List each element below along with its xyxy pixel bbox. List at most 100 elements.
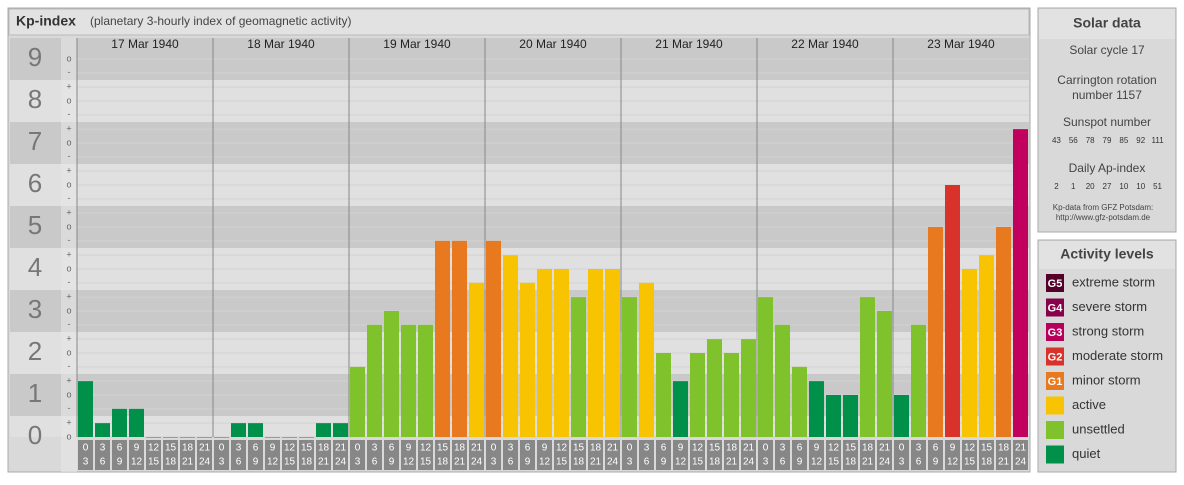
hour-label: 6 [525,443,531,454]
bar [656,353,671,437]
minor-tick-label: + [66,166,71,176]
date-label: 20 Mar 1940 [519,37,587,51]
hour-box [843,440,858,470]
hour-label: 21 [743,443,755,454]
hour-box [435,440,450,470]
minor-tick-label: o [66,53,71,63]
hour-box [486,440,501,470]
subtitle: (planetary 3-hourly index of geomagnetic… [90,14,351,28]
bar [622,297,637,437]
hour-box [775,440,790,470]
minor-tick-label: + [66,208,71,218]
hour-box [248,440,263,470]
sunspot-value: 79 [1103,136,1112,145]
hour-label: 12 [947,457,959,468]
bar [1013,129,1028,437]
bar [741,339,756,437]
hour-label: 9 [134,443,140,454]
hour-label: 12 [539,457,551,468]
hour-box [690,440,705,470]
bar [214,437,229,438]
hour-box [554,440,569,470]
minor-tick-label: + [66,124,71,134]
hour-label: 6 [389,443,395,454]
hour-label: 21 [879,443,891,454]
hour-label: 18 [590,443,602,454]
hour-label: 6 [797,443,803,454]
hour-box [197,440,212,470]
bar [282,437,297,438]
solar-cycle: Solar cycle 17 [1069,43,1145,57]
bar [129,408,144,437]
hour-label: 9 [525,457,531,468]
legend-badge: G4 [1048,302,1064,314]
ap-value: 27 [1103,182,1112,191]
title-bar [8,8,1030,36]
ap-title: Daily Ap-index [1069,161,1146,175]
hour-box [928,440,943,470]
hour-label: 3 [219,457,225,468]
hour-label: 6 [117,443,123,454]
hour-label: 6 [933,443,939,454]
hour-label: 15 [692,457,704,468]
bar [945,185,960,437]
bar [248,423,263,437]
hour-label: 9 [406,443,412,454]
y-tick-label: 0 [28,420,42,450]
hour-box [180,440,195,470]
hour-box [860,440,875,470]
bar [231,423,246,437]
minor-tick-label: o [66,95,71,105]
hour-label: 21 [182,457,194,468]
hour-label: 21 [590,457,602,468]
y-tick-label: 2 [28,336,42,366]
legend-label: extreme storm [1072,274,1155,289]
hour-label: 12 [284,443,296,454]
hour-label: 9 [389,457,395,468]
date-label: 17 Mar 1940 [111,37,179,51]
solar-header [1039,9,1175,39]
hour-label: 6 [661,443,667,454]
legend-label: strong storm [1072,323,1144,338]
hour-box [469,440,484,470]
hour-label: 15 [420,457,432,468]
hour-label: 9 [270,443,276,454]
minor-tick-label: o [66,263,71,273]
minor-tick-label: - [68,277,71,287]
hour-label: 21 [726,457,738,468]
hour-label: 0 [83,443,89,454]
rotation: Carrington rotation [1057,73,1156,87]
hour-label: 6 [372,457,378,468]
hour-label: 12 [811,457,823,468]
hour-box [231,440,246,470]
hour-label: 18 [998,443,1010,454]
hour-box [911,440,926,470]
hour-label: 18 [981,457,993,468]
hour-box [741,440,756,470]
hour-box [452,440,467,470]
bar [486,240,501,437]
minor-tick-label: - [68,361,71,371]
bar [197,437,212,438]
hour-label: 15 [301,443,313,454]
hour-label: 9 [678,443,684,454]
date-label: 23 Mar 1940 [927,37,995,51]
hour-box [622,440,637,470]
bar [469,282,484,437]
hour-box [826,440,841,470]
legend-swatch [1046,421,1064,439]
hour-box [945,440,960,470]
hour-label: 18 [454,443,466,454]
legend-swatch [1046,372,1064,390]
hour-label: 12 [556,443,568,454]
bar [605,269,620,437]
minor-tick-label: o [66,221,71,231]
minor-tick-label: - [68,67,71,77]
solar-title: Solar data [1073,15,1141,31]
y-tick-label: 7 [28,126,42,156]
minor-tick-label: o [66,431,71,441]
hour-box [1013,440,1028,470]
hour-label: 12 [267,457,279,468]
bar [418,324,433,437]
bar [503,255,518,437]
